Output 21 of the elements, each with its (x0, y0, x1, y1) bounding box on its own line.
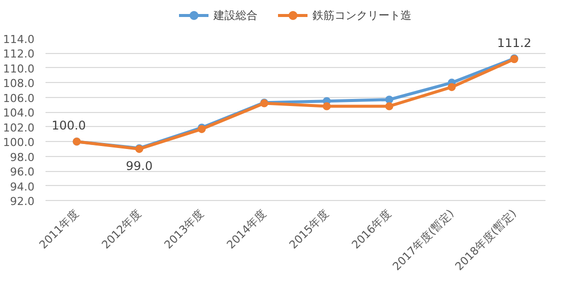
y-tick-label: 110.0 (3, 62, 35, 76)
y-tick-label: 96.0 (10, 166, 35, 179)
annotation: 99.0 (126, 158, 153, 173)
annotation: 111.2 (497, 36, 532, 50)
y-tick-label: 108.0 (3, 77, 35, 90)
y-tick-label: 94.0 (10, 180, 35, 194)
y-tick-label: 104.0 (3, 106, 35, 120)
legend-label: 建設総合 (214, 8, 258, 22)
y-tick-label: 114.0 (3, 33, 35, 46)
y-tick-label: 106.0 (3, 92, 35, 105)
y-tick-label: 98.0 (10, 150, 35, 164)
y-tick-label: 100.0 (3, 136, 35, 150)
y-tick-label: 112.0 (3, 48, 35, 61)
y-tick-label: 102.0 (3, 121, 35, 134)
point (385, 102, 394, 110)
point (448, 83, 456, 92)
legend-label: 鉄筋コンクリート造 (312, 8, 412, 22)
annotation: 100.0 (52, 118, 86, 133)
y-tick-label: 92.0 (10, 195, 35, 208)
point (322, 102, 331, 110)
point (385, 96, 394, 104)
